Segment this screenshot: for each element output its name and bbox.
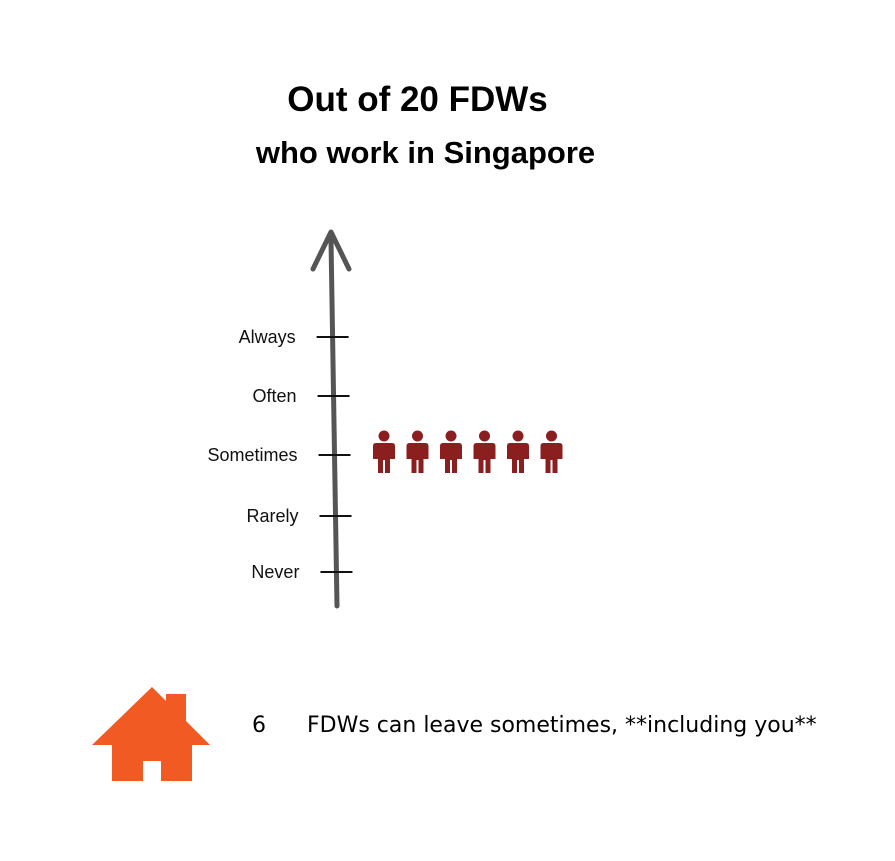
person-icon (473, 430, 496, 473)
tick-label-never: Never (251, 562, 299, 582)
person-icon (540, 430, 563, 473)
footer-count: 6 (252, 713, 266, 738)
house-icon (92, 687, 210, 781)
y-axis-line (328, 237, 340, 609)
y-axis-arrow (310, 229, 352, 272)
tick-label-often: Often (253, 386, 297, 406)
person-icon (507, 430, 529, 473)
chart-subtitle: who work in Singapore (255, 135, 596, 170)
tick-label-sometimes: Sometimes (207, 445, 297, 465)
person-icon (440, 430, 462, 473)
person-icon (406, 430, 429, 473)
tick-label-rarely: Rarely (247, 506, 299, 526)
footer-caption: FDWs can leave sometimes, **including yo… (307, 713, 817, 738)
person-icon (373, 430, 395, 473)
tick-label-always: Always (239, 327, 296, 347)
chart-title: Out of 20 FDWs (287, 80, 548, 119)
